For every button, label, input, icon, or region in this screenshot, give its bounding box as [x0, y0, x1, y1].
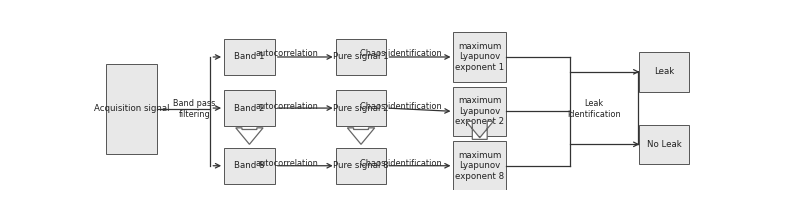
Text: Chaos identification: Chaos identification — [360, 102, 442, 111]
Text: Leak
identification: Leak identification — [567, 99, 621, 119]
Text: No Leak: No Leak — [647, 140, 682, 149]
Text: autocorrelation: autocorrelation — [256, 49, 318, 58]
FancyBboxPatch shape — [639, 52, 689, 92]
Text: Pure signal 1: Pure signal 1 — [334, 52, 389, 61]
Text: maximum
Lyapunov
exponent 1: maximum Lyapunov exponent 1 — [455, 42, 504, 72]
Text: maximum
Lyapunov
exponent 8: maximum Lyapunov exponent 8 — [455, 151, 504, 181]
Text: autocorrelation: autocorrelation — [256, 159, 318, 168]
FancyBboxPatch shape — [336, 148, 386, 184]
FancyBboxPatch shape — [454, 141, 506, 190]
FancyBboxPatch shape — [336, 39, 386, 75]
FancyBboxPatch shape — [224, 90, 275, 126]
Text: Chaos identification: Chaos identification — [360, 49, 442, 58]
Text: Pure signal 2: Pure signal 2 — [334, 104, 389, 113]
FancyBboxPatch shape — [224, 39, 275, 75]
FancyBboxPatch shape — [336, 90, 386, 126]
Polygon shape — [466, 121, 494, 139]
Text: Pure signal 8: Pure signal 8 — [334, 161, 389, 170]
Text: Band 8: Band 8 — [234, 161, 265, 170]
FancyBboxPatch shape — [454, 32, 506, 82]
Text: Band 2: Band 2 — [234, 104, 265, 113]
FancyBboxPatch shape — [106, 64, 157, 154]
Text: Band 1: Band 1 — [234, 52, 265, 61]
Text: autocorrelation: autocorrelation — [256, 102, 318, 111]
Polygon shape — [347, 128, 374, 144]
Text: maximum
Lyapunov
exponent 2: maximum Lyapunov exponent 2 — [455, 97, 504, 126]
Text: Chaos identification: Chaos identification — [360, 159, 442, 168]
FancyBboxPatch shape — [454, 87, 506, 136]
FancyBboxPatch shape — [224, 148, 275, 184]
Text: Band pass
filtering: Band pass filtering — [173, 99, 215, 119]
Text: Acquisition signal: Acquisition signal — [94, 104, 170, 113]
Polygon shape — [236, 128, 263, 144]
Text: Leak: Leak — [654, 67, 674, 76]
FancyBboxPatch shape — [639, 125, 689, 164]
